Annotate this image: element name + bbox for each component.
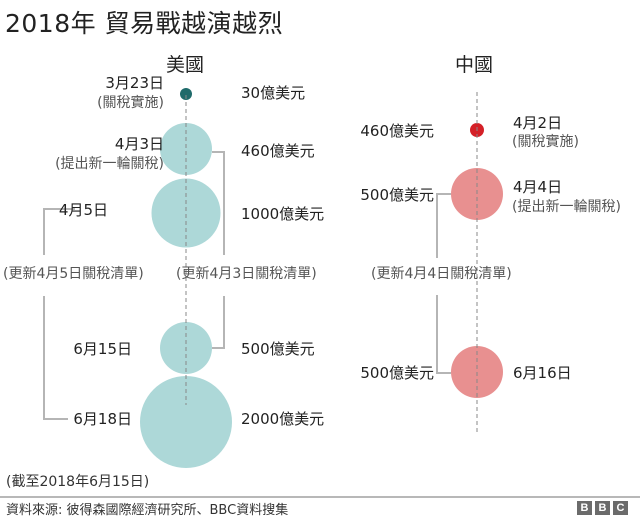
us-event1-note: (關稅實施) [97,95,164,111]
us-link-left-label: (更新4月5日關稅清單) [3,266,144,282]
cn-event2-date: 4月4日 [513,178,563,196]
us-event2-note: (提出新一輪關稅) [55,156,164,172]
cn-link-label: (更新4月4日關稅清單) [371,266,512,282]
bbc-logo-letter: B [595,501,610,515]
us-heading: 美國 [166,54,205,76]
chart-title: 2018年 貿易戰越演越烈 [5,9,284,38]
us-bubble-30 [180,88,192,100]
cn-heading: 中國 [455,54,494,76]
us-link-right-top [212,151,225,255]
us-link-left-bottom [43,296,68,420]
cn-event3-amount: 500億美元 [360,364,434,382]
cn-event3-date: 6月16日 [513,364,572,382]
cn-link-top [436,193,451,258]
us-link-left-top [43,208,75,255]
bbc-logo: B B C [577,501,628,515]
us-link-right-bottom [212,296,225,349]
cn-event2-amount: 500億美元 [360,186,434,204]
as-of-note: (截至2018年6月15日) [6,474,150,490]
us-event5-date: 6月18日 [73,410,132,428]
us-bubble-2000 [140,376,232,468]
cn-event1-note: (關稅實施) [512,134,579,150]
us-event5-amount: 2000億美元 [241,410,325,428]
us-bubble-460 [160,123,212,175]
cn-event1-amount: 460億美元 [360,122,434,140]
us-event1-date: 3月23日 [105,74,164,92]
us-event1-amount: 30億美元 [241,84,306,102]
us-event4-date: 6月15日 [73,340,132,358]
cn-event1-date: 4月2日 [513,114,563,132]
us-link-right-label: (更新4月3日關稅清單) [176,266,317,282]
us-event2-amount: 460億美元 [241,142,315,160]
us-bubble-1000 [151,178,221,248]
us-event3-amount: 1000億美元 [241,205,325,223]
cn-event2-note: (提出新一輪關稅) [512,199,621,215]
us-event4-amount: 500億美元 [241,340,315,358]
source-text: 資料來源: 彼得森國際經濟研究所、BBC資料搜集 [6,503,289,518]
bbc-logo-letter: B [577,501,592,515]
bbc-logo-letter: C [613,501,628,515]
us-event3-date: 4月5日 [58,201,108,219]
cn-link-bottom [436,295,451,374]
us-event2-date: 4月3日 [114,135,164,153]
footer-divider [0,496,640,498]
